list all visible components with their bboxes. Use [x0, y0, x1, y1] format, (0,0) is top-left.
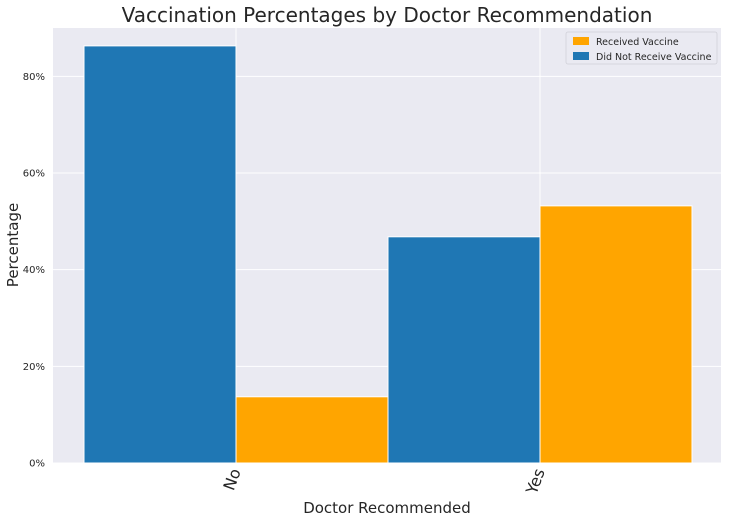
x-tick-label: No [219, 466, 244, 493]
bar-received-vaccine-no [235, 396, 389, 464]
y-tick-label: 0% [29, 459, 45, 470]
legend-swatch [573, 37, 589, 45]
y-tick-label: 20% [23, 362, 45, 373]
bar-did-not-receive-vaccine-yes [387, 236, 541, 464]
y-tick-labels: 0% 20% 40% 60% 80% [23, 72, 45, 470]
y-tick-label: 40% [23, 265, 45, 276]
legend: Received Vaccine Did Not Receive Vaccine [565, 31, 718, 65]
y-tick-label: 80% [23, 72, 45, 83]
legend-entry: Received Vaccine [596, 37, 679, 48]
x-axis-label: Doctor Recommended [303, 499, 471, 517]
bar-did-not-receive-vaccine-no [83, 45, 237, 464]
y-axis-label: Percentage [4, 203, 22, 287]
bar-received-vaccine-yes [539, 205, 693, 464]
x-tick-labels: No Yes [219, 466, 548, 498]
bars [83, 45, 693, 464]
x-tick-label: Yes [522, 466, 549, 498]
legend-swatch [573, 52, 589, 60]
y-tick-label: 60% [23, 169, 45, 180]
chart-title: Vaccination Percentages by Doctor Recomm… [122, 3, 653, 27]
legend-frame [565, 31, 718, 65]
legend-entry: Did Not Receive Vaccine [596, 52, 712, 63]
